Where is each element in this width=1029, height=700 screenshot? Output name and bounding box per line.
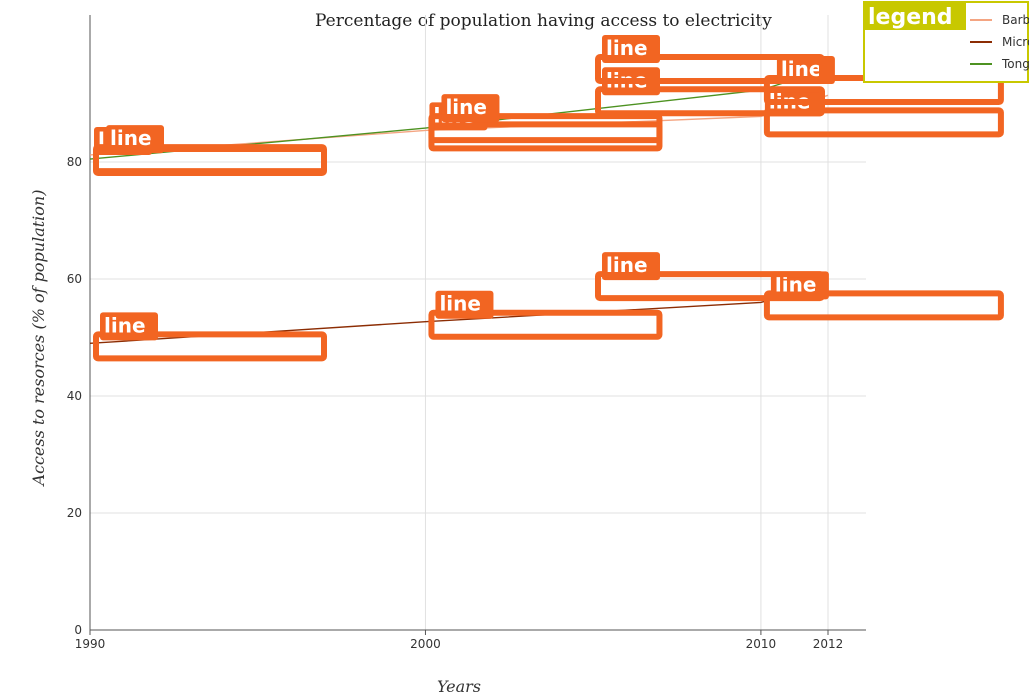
axes: 0 20 40 60 80 1990 2000 2010 2012	[67, 15, 866, 651]
y-tick-label: 40	[67, 389, 82, 403]
annotation-micronesia-1990: line	[93, 312, 327, 362]
x-tick-label: 1990	[75, 637, 106, 651]
annotation-micronesia-2000: line	[428, 290, 663, 340]
annotation-box	[595, 271, 825, 302]
annotation-badge	[441, 94, 500, 123]
annotation-label: line	[104, 313, 146, 337]
annotation-layer: linelinelinelinelinelinelinelinelineline…	[93, 34, 1004, 362]
annotation-badge	[770, 271, 829, 300]
legend-label-tonga: Tonga	[1001, 57, 1029, 71]
annotation-tonga-2000: line	[428, 94, 663, 144]
annotation-label: line	[606, 36, 648, 60]
legend-title: legend	[868, 5, 953, 30]
legend: legend Barbuda Micronesia Tonga	[863, 1, 1029, 83]
annotation-tonga-1990: line	[93, 125, 327, 175]
annotation-box	[763, 107, 1004, 138]
annotation-badge	[602, 34, 660, 63]
annotation-label: line	[110, 126, 152, 150]
legend-label-micronesia: Micronesia	[1002, 35, 1029, 49]
annotation-box	[93, 144, 327, 175]
annotation-box	[428, 113, 663, 144]
annotation-label: line	[439, 292, 481, 316]
x-tick-label: 2000	[410, 637, 441, 651]
legend-label-barbuda: Barbuda	[1002, 13, 1029, 27]
annotation-micronesia-2010: line	[763, 271, 1004, 321]
annotation-label: line	[781, 57, 823, 81]
annotation-label: line	[445, 95, 487, 119]
legend-title-badge	[864, 2, 966, 30]
annotation-badge	[602, 252, 660, 281]
y-tick-label: 80	[67, 155, 82, 169]
annotation-box	[763, 290, 1004, 321]
x-axis-title: Years	[437, 677, 481, 696]
x-tick-label: 2012	[813, 637, 844, 651]
y-tick-label: 0	[74, 623, 82, 637]
annotation-box	[93, 331, 327, 362]
annotation-tonga-2012: line	[595, 34, 825, 84]
annotation-label: line	[606, 253, 648, 277]
y-tick-label: 20	[67, 506, 82, 520]
annotation-micronesia-2012: line	[595, 252, 825, 302]
annotation-box	[595, 53, 825, 84]
annotation-box	[428, 309, 663, 340]
chart-title: Percentage of population having access t…	[315, 11, 772, 31]
annotation-badge	[435, 290, 494, 319]
annotation-badge	[100, 312, 158, 341]
annotation-badge	[106, 125, 164, 154]
x-tick-label: 2010	[746, 637, 777, 651]
y-axis-title: Access to resorces (% of population)	[29, 190, 48, 488]
y-tick-label: 60	[67, 272, 82, 286]
